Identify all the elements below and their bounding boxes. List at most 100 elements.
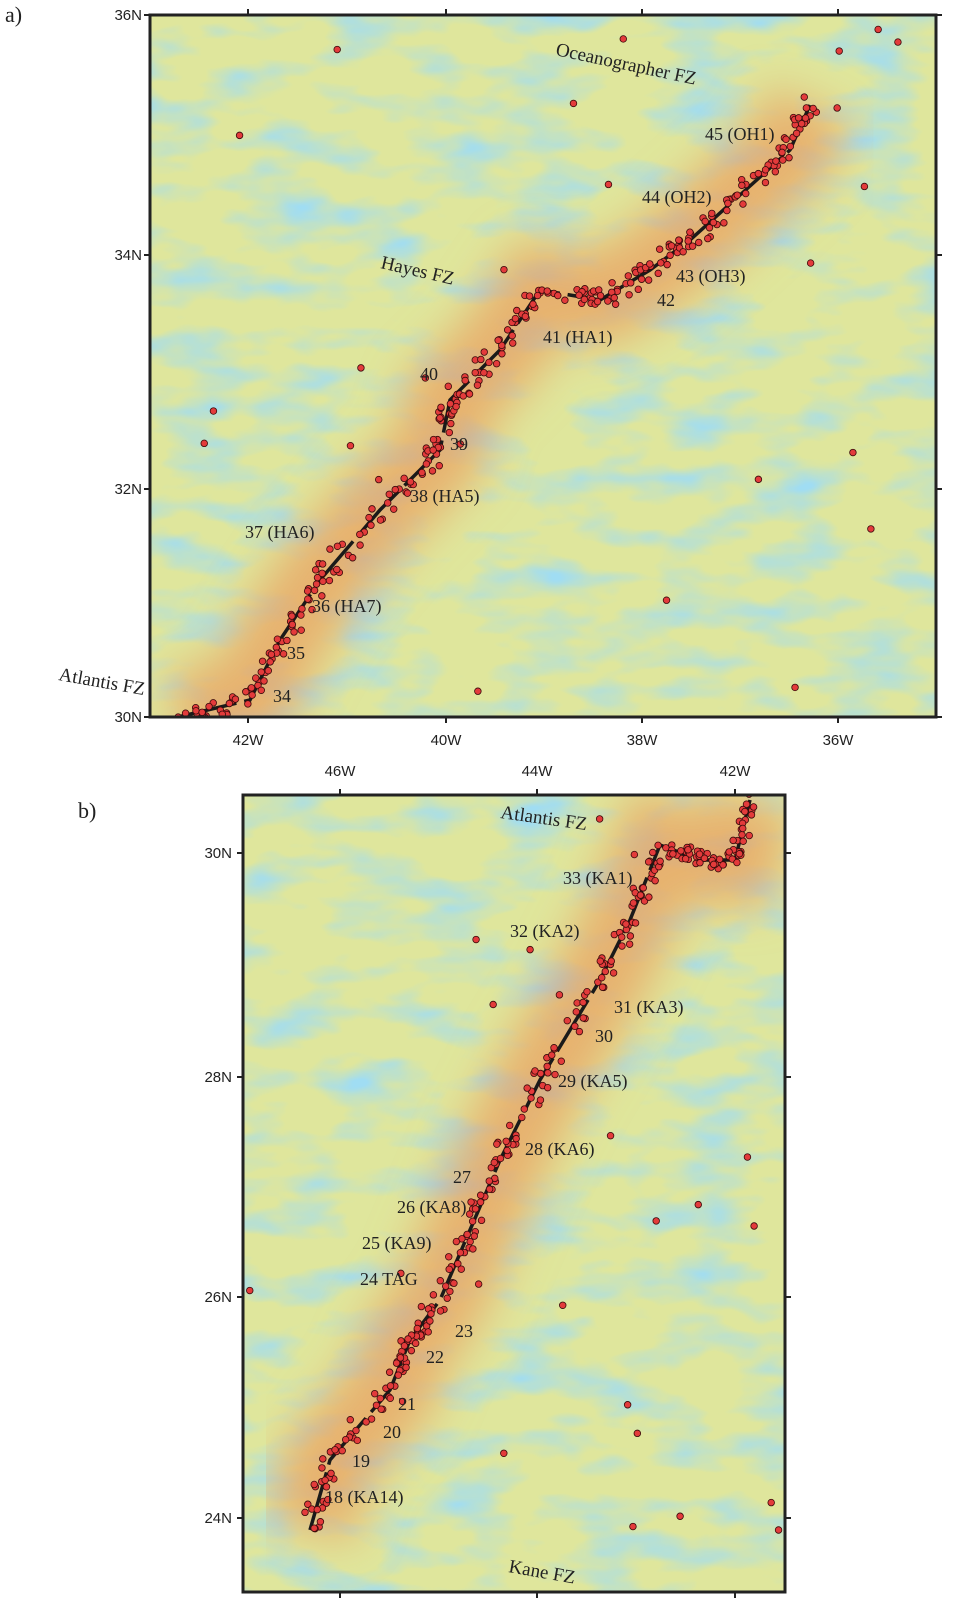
segment-label: 42 <box>657 290 675 310</box>
lat-tick-label: 24N <box>204 1510 232 1527</box>
epicenter <box>377 1405 385 1413</box>
epicenter <box>696 859 704 867</box>
epicenter <box>551 1070 559 1079</box>
epicenter <box>523 1084 531 1092</box>
epicenter <box>833 104 841 112</box>
fracture-zone-label: Atlantis FZ <box>57 664 146 700</box>
epicenter <box>365 513 373 522</box>
epicenter <box>806 259 815 267</box>
epicenter <box>774 1526 783 1534</box>
lon-tick-label: 36W <box>823 732 855 749</box>
epicenter <box>311 566 320 574</box>
epicenter <box>543 1083 552 1092</box>
epicenter <box>463 1230 471 1239</box>
epicenter <box>677 847 685 855</box>
segment-label: 33 (KA1) <box>563 868 633 889</box>
epicenter <box>747 811 756 819</box>
epicenter <box>596 291 605 300</box>
epicenter <box>310 586 319 595</box>
epicenter <box>310 1524 318 1532</box>
epicenter <box>663 260 671 269</box>
lon-tick-label: 38W <box>627 732 659 749</box>
epicenter <box>771 168 780 176</box>
epicenter <box>386 1394 395 1403</box>
epicenter <box>575 1027 584 1036</box>
epicenter <box>471 368 479 377</box>
epicenter <box>571 1022 579 1030</box>
epicenter <box>739 200 747 208</box>
epicenter <box>333 542 342 550</box>
segment-label: 32 (KA2) <box>510 921 580 942</box>
segment-label: 30 <box>595 1026 613 1046</box>
epicenter <box>456 1248 465 1257</box>
epicenter <box>704 234 712 243</box>
epicenter <box>604 180 613 189</box>
epicenter <box>392 1359 401 1367</box>
epicenter <box>623 1401 632 1409</box>
lon-tick-label: 42W <box>233 732 265 749</box>
epicenter <box>559 1301 567 1309</box>
epicenter <box>304 595 312 603</box>
epicenter <box>548 1051 556 1059</box>
epicenter <box>694 1200 702 1209</box>
epicenter <box>385 1368 394 1376</box>
epicenter <box>627 279 635 287</box>
epicenter <box>376 516 385 524</box>
epicenter <box>480 368 488 377</box>
segment-label: 41 (HA1) <box>543 327 613 348</box>
epicenter <box>426 1317 434 1325</box>
epicenter <box>301 1508 309 1517</box>
epicenter <box>503 1146 511 1155</box>
epicenter <box>644 858 653 866</box>
panel-label: a) <box>5 2 22 27</box>
epicenter <box>318 1464 326 1472</box>
epicenter <box>782 135 790 144</box>
epicenter <box>637 275 646 283</box>
epicenter <box>681 855 690 863</box>
epicenter <box>304 1500 312 1508</box>
epicenter <box>331 1446 339 1454</box>
epicenter <box>474 687 482 695</box>
epicenter <box>297 626 305 634</box>
epicenter <box>246 1286 254 1295</box>
epicenter <box>724 199 732 207</box>
epicenter <box>400 474 408 483</box>
epicenter <box>476 1198 485 1206</box>
epicenter <box>646 260 654 268</box>
epicenter <box>526 945 534 954</box>
epicenter <box>443 1294 451 1302</box>
epicenter <box>629 899 638 907</box>
epicenter <box>252 674 260 682</box>
epicenter <box>654 841 662 850</box>
epicenter <box>471 1205 480 1213</box>
epicenter <box>489 1000 497 1009</box>
epicenter <box>778 148 786 157</box>
epicenter <box>572 1008 580 1016</box>
epicenter <box>376 1394 384 1403</box>
epicenter <box>735 850 744 858</box>
segment-label: 22 <box>426 1347 444 1367</box>
epicenter <box>356 530 364 539</box>
epicenter <box>450 1279 458 1287</box>
epicenter <box>313 1505 321 1514</box>
epicenter <box>593 297 602 306</box>
epicenter <box>267 650 276 659</box>
epicenter <box>779 156 787 164</box>
epicenter <box>209 407 218 415</box>
epicenter <box>754 169 763 178</box>
lon-tick-label: 46W <box>325 763 357 780</box>
epicenter <box>324 1495 332 1504</box>
epicenter <box>318 569 326 577</box>
epicenter <box>644 276 653 284</box>
segment-label: 25 (KA9) <box>362 1233 432 1254</box>
epicenter <box>456 440 465 448</box>
epicenter <box>729 836 737 845</box>
epicenter <box>477 355 485 364</box>
epicenter <box>362 1418 370 1426</box>
epicenter <box>242 688 250 696</box>
epicenter <box>662 596 671 604</box>
epicenter <box>429 446 437 454</box>
epicenter <box>422 460 431 468</box>
epicenter <box>231 695 240 703</box>
epicenter <box>313 573 322 582</box>
